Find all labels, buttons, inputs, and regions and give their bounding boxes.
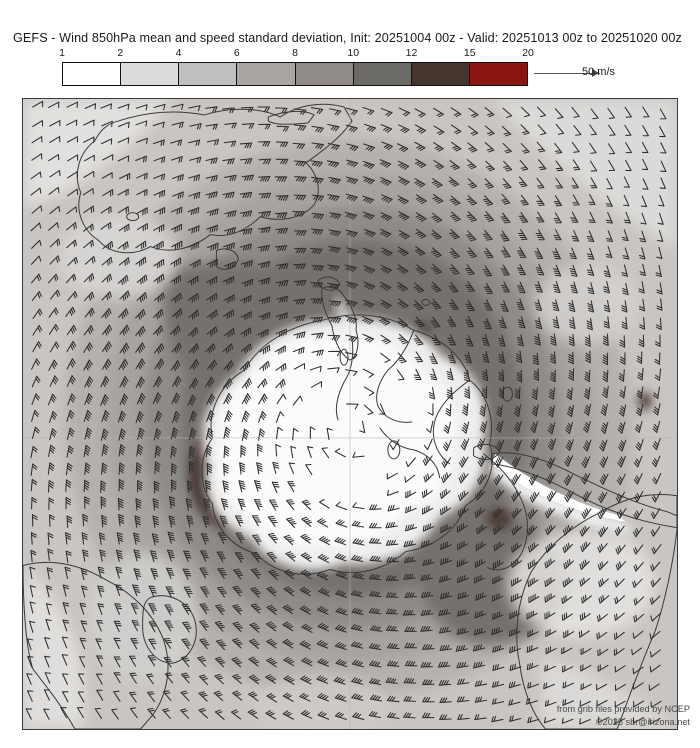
- colorbar-tick-labels: 1 2 4 6 8 10 12 15 20: [62, 47, 528, 61]
- colorbar-tick-2: 2: [117, 47, 123, 59]
- colorbar-band-15-20: [469, 63, 527, 85]
- map-svg: [23, 99, 677, 729]
- barb-legend-label: 50 m/s: [582, 66, 615, 78]
- colorbar-tick-1: 1: [59, 47, 65, 59]
- page-title: GEFS - Wind 850hPa mean and speed standa…: [13, 31, 682, 45]
- colorbar-tick-8: 8: [292, 47, 298, 59]
- colorbar-swatches: [62, 62, 528, 86]
- colorbar-tick-6: 6: [234, 47, 240, 59]
- colorbar-band-1-2: [63, 63, 120, 85]
- credit-copyright: ©2025 sbr@irizona.net: [596, 717, 690, 727]
- colorbar-band-12-15: [411, 63, 469, 85]
- colorbar-band-4-6: [178, 63, 236, 85]
- colorbar-band-2-4: [120, 63, 178, 85]
- colorbar-tick-4: 4: [176, 47, 182, 59]
- colorbar-tick-12: 12: [406, 47, 418, 59]
- colorbar-band-6-8: [236, 63, 294, 85]
- weather-map-page: GEFS - Wind 850hPa mean and speed standa…: [0, 0, 700, 748]
- credit-source: from grib files provided by NCEP: [557, 704, 690, 714]
- colorbar-tick-10: 10: [347, 47, 359, 59]
- map-canvas[interactable]: [22, 98, 678, 730]
- colorbar-band-10-12: [353, 63, 411, 85]
- colorbar-tick-15: 15: [464, 47, 476, 59]
- colorbar-tick-20: 20: [522, 47, 534, 59]
- colorbar: 1 2 4 6 8 10 12 15 20: [62, 47, 528, 89]
- wind-barb-legend: 50 m/s: [534, 62, 684, 88]
- colorbar-band-8-10: [295, 63, 353, 85]
